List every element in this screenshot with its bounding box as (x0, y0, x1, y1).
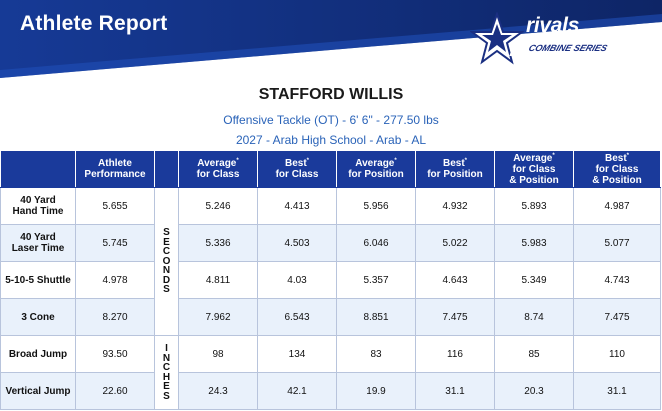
header-best-class-position: Best* for Class & Position (573, 150, 661, 188)
rivals-logo: rivals COMBINE SERIES (470, 10, 650, 70)
athlete-value: 8.270 (75, 298, 155, 336)
table-cell: 83 (336, 335, 416, 373)
table-cell: 5.077 (573, 224, 661, 262)
table-cell: 7.475 (415, 298, 495, 336)
table-cell: 5.893 (494, 187, 574, 225)
table-cell: 19.9 (336, 372, 416, 410)
table-cell: 98 (178, 335, 258, 373)
report-banner: Athlete Report rivals COMBINE SERIES (0, 0, 662, 78)
table-cell: 24.3 (178, 372, 258, 410)
header-unit-cell (154, 150, 179, 188)
table-cell: 4.987 (573, 187, 661, 225)
table-cell: 85 (494, 335, 574, 373)
table-cell: 5.246 (178, 187, 258, 225)
table-cell: 5.983 (494, 224, 574, 262)
header-best-position: Best* for Position (415, 150, 495, 188)
header-average-class: Average* for Class (178, 150, 258, 188)
table-cell: 6.543 (257, 298, 337, 336)
table-cell: 4.643 (415, 261, 495, 299)
row-label: Broad Jump (0, 335, 76, 373)
table-cell: 5.357 (336, 261, 416, 299)
athlete-value: 5.745 (75, 224, 155, 262)
table-cell: 20.3 (494, 372, 574, 410)
table-row: Vertical Jump 22.60 24.3 42.1 19.9 31.1 … (0, 372, 661, 410)
logo-brand: rivals (526, 14, 580, 37)
table-cell: 5.022 (415, 224, 495, 262)
athlete-position-line: Offensive Tackle (OT) - 6' 6" - 277.50 l… (223, 113, 439, 127)
row-label: 40 Yard Hand Time (0, 187, 76, 225)
star-icon (470, 12, 524, 65)
table-cell: 4.743 (573, 261, 661, 299)
header-athlete-performance: Athlete Performance (75, 150, 155, 188)
table-cell: 42.1 (257, 372, 337, 410)
table-cell: 7.962 (178, 298, 258, 336)
report-title: Athlete Report (20, 12, 168, 35)
table-cell: 5.956 (336, 187, 416, 225)
athlete-school-line: 2027 - Arab High School - Arab - AL (235, 133, 427, 147)
table-cell: 134 (257, 335, 337, 373)
logo-series: COMBINE SERIES (509, 40, 627, 56)
table-cell: 4.03 (257, 261, 337, 299)
table-cell: 4.932 (415, 187, 495, 225)
table-cell: 116 (415, 335, 495, 373)
row-label: 40 Yard Laser Time (0, 224, 76, 262)
row-label: 3 Cone (0, 298, 76, 336)
header-average-class-position: Average* for Class & Position (494, 150, 574, 188)
table-cell: 8.74 (494, 298, 574, 336)
athlete-value: 5.655 (75, 187, 155, 225)
table-row: 3 Cone 8.270 7.962 6.543 8.851 7.475 8.7… (0, 298, 661, 336)
stats-table: Athlete Performance Average* for Class Bes… (0, 150, 661, 410)
row-label: Vertical Jump (0, 372, 76, 410)
table-cell: 4.811 (178, 261, 258, 299)
athlete-value: 22.60 (75, 372, 155, 410)
table-cell: 8.851 (336, 298, 416, 336)
athlete-name: STAFFORD WILLIS (258, 86, 404, 103)
table-cell: 4.413 (257, 187, 337, 225)
table-row: 5-10-5 Shuttle 4.978 4.811 4.03 5.357 4.… (0, 261, 661, 299)
table-cell: 31.1 (415, 372, 495, 410)
athlete-value: 4.978 (75, 261, 155, 299)
table-header-row: Athlete Performance Average* for Class Bes… (0, 150, 661, 188)
table-cell: 110 (573, 335, 661, 373)
table-cell: 31.1 (573, 372, 661, 410)
banner-background (0, 0, 662, 78)
header-label-cell (0, 150, 76, 188)
table-cell: 4.503 (257, 224, 337, 262)
table-cell: 6.046 (336, 224, 416, 262)
table-row: 40 Yard Laser Time 5.745 5.336 4.503 6.04… (0, 224, 661, 262)
table-cell: 7.475 (573, 298, 661, 336)
header-average-position: Average* for Position (336, 150, 416, 188)
table-cell: 5.336 (178, 224, 258, 262)
row-label: 5-10-5 Shuttle (0, 261, 76, 299)
athlete-value: 93.50 (75, 335, 155, 373)
table-cell: 5.349 (494, 261, 574, 299)
header-best-class: Best* for Class (257, 150, 337, 188)
